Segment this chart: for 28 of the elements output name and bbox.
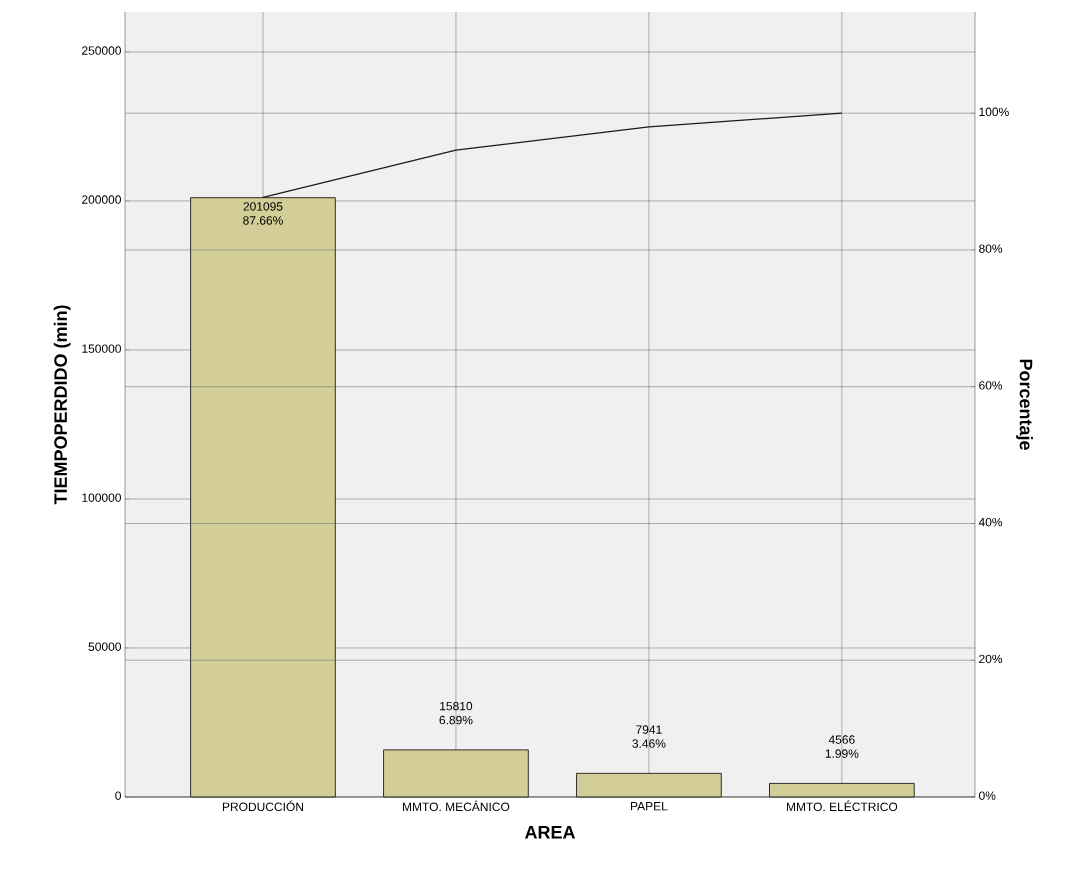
x-axis-title: AREA [524,826,576,839]
y-tick-label: 0 [115,791,122,800]
data-label: 4566 1.99% [825,735,859,758]
y2-tick-label: 100% [979,107,1009,117]
x-tick-label: MMTO. MECÁNICO [403,800,510,812]
y-tick-label: 250000 [82,46,121,55]
y2-axis-title: Porcentaje [1016,359,1033,450]
y-tick-label: 50000 [88,642,121,651]
y2-tick-label: 80% [979,244,1003,253]
line-series [262,112,843,198]
data-label: 7941 3.46% [632,725,666,748]
y2-tick-label: 20% [979,654,1003,664]
y-tick-label: 200000 [82,195,121,204]
bar [190,197,336,798]
x-tick-label: MMTO. ELÉCTRICO [786,800,898,812]
data-label: 201095 87.66% [243,202,283,225]
y-axis-title: TIEMPOPERDIDO (min) [53,305,71,505]
y-tick-label: 100000 [82,493,121,502]
bar [769,782,915,798]
y-tick-label: 150000 [82,344,121,353]
x-tick-label: PRODUCCIÓN [222,800,303,812]
y2-tick-label: 40% [978,517,1003,527]
data-label: 15810 6.89% [439,701,473,725]
y2-tick-label: 0% [979,791,996,800]
x-tick-label: PAPEL [630,802,668,811]
y2-tick-label: 60% [979,381,1003,390]
bar [576,772,722,798]
bar [383,749,529,798]
